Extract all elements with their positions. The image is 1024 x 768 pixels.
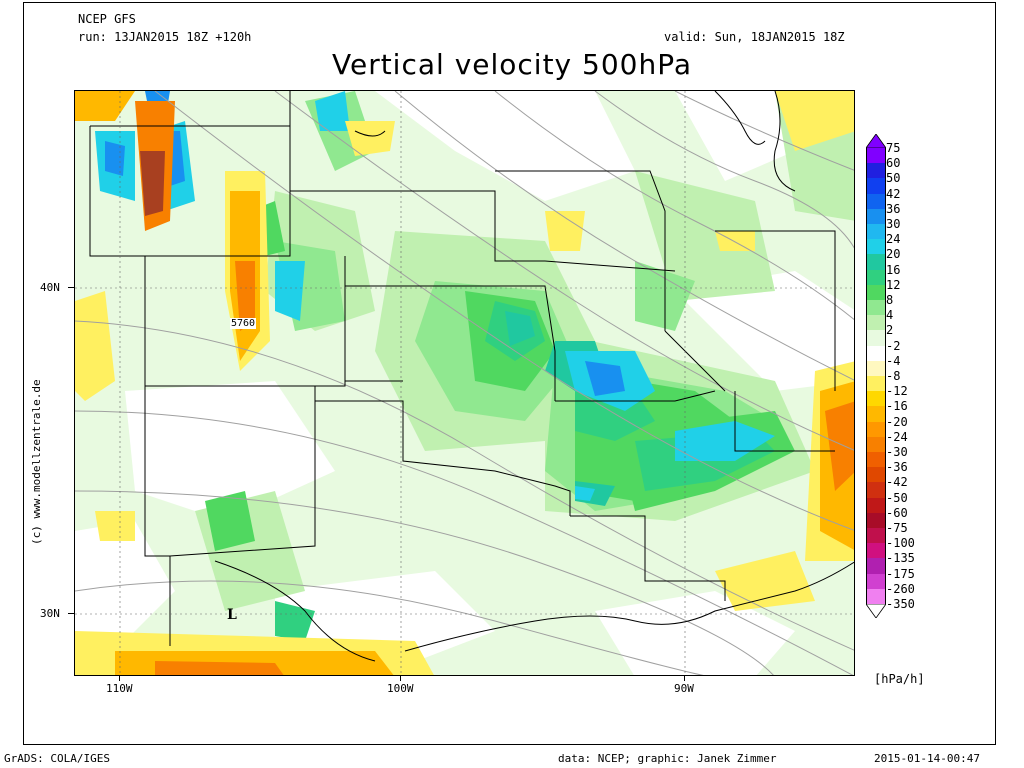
legend-unit: [hPa/h] <box>874 672 925 686</box>
legend-swatch <box>866 193 886 209</box>
legend-swatch <box>866 163 886 179</box>
legend-label: -2 <box>886 338 901 353</box>
legend-swatch <box>866 528 886 544</box>
legend-swatch <box>866 482 886 498</box>
lon-label-110w: 110W <box>106 682 133 695</box>
legend-label: 30 <box>886 217 901 231</box>
legend-label: -8 <box>886 369 901 383</box>
legend-swatch <box>866 208 886 224</box>
legend-label: 8 <box>886 293 894 307</box>
legend-swatch <box>866 467 886 483</box>
legend-label: -42 <box>886 475 908 490</box>
legend-label: -60 <box>886 505 908 520</box>
legend-swatch <box>866 239 886 255</box>
legend-label: -350 <box>886 597 915 611</box>
legend-label: 4 <box>886 308 894 323</box>
legend-label: 75 <box>886 141 901 155</box>
legend-swatch <box>866 360 886 376</box>
lon-tick <box>400 676 401 681</box>
legend-swatch <box>866 330 886 346</box>
legend-swatch <box>866 254 886 270</box>
footer-credit: data: NCEP; graphic: Janek Zimmer <box>558 752 777 765</box>
legend-label: 50 <box>886 171 901 186</box>
map-title: Vertical velocity 500hPa <box>331 48 692 81</box>
legend-label: 12 <box>886 277 901 292</box>
legend-label: -4 <box>886 353 901 368</box>
lat-label-40n: 40N <box>40 281 60 294</box>
legend-label: -175 <box>886 566 915 581</box>
lat-tick <box>68 613 74 614</box>
lon-tick <box>119 676 120 681</box>
legend-label: 42 <box>886 186 901 201</box>
legend-swatch <box>866 269 886 285</box>
legend-swatch <box>866 436 886 452</box>
legend-swatch <box>866 148 886 164</box>
legend-swatch <box>866 224 886 240</box>
legend-swatch <box>866 558 886 574</box>
legend-label: 20 <box>886 247 901 262</box>
legend-swatch <box>866 421 886 437</box>
legend-label: 2 <box>886 323 894 338</box>
lon-label-100w: 100W <box>387 682 414 695</box>
weather-map: 5760 L <box>74 90 855 676</box>
legend-label: -135 <box>886 551 915 566</box>
footer-timestamp: 2015-01-14-00:47 <box>874 752 980 765</box>
legend-top-arrow <box>866 134 886 148</box>
legend-swatch <box>866 315 886 331</box>
contour-label: 5760 <box>230 318 257 329</box>
legend-label: -75 <box>886 521 908 535</box>
low-pressure-marker: L <box>227 607 237 623</box>
plot-frame <box>23 2 996 745</box>
legend-label: -30 <box>886 445 908 459</box>
legend-swatch <box>866 376 886 392</box>
legend-label: -24 <box>886 429 908 444</box>
lat-tick <box>68 287 74 288</box>
valid-time: valid: Sun, 18JAN2015 18Z <box>664 30 845 44</box>
legend-swatch <box>866 178 886 194</box>
legend-label: 60 <box>886 156 901 171</box>
legend-swatch <box>866 391 886 407</box>
footer-software: GrADS: COLA/IGES <box>4 752 110 765</box>
legend-label: -20 <box>886 414 908 429</box>
legend-swatch <box>866 497 886 513</box>
legend-label: 16 <box>886 262 901 277</box>
legend-swatch <box>866 300 886 316</box>
legend-swatch <box>866 406 886 422</box>
legend-label: -260 <box>886 581 915 596</box>
model-name: NCEP GFS <box>78 12 136 26</box>
legend-label: -12 <box>886 384 908 399</box>
vertical-velocity-field <box>75 91 854 675</box>
legend-swatch <box>866 588 886 604</box>
legend-swatch <box>866 284 886 300</box>
legend-swatch <box>866 543 886 559</box>
legend-swatch <box>866 512 886 528</box>
side-credit: (c) www.modellzentrale.de <box>30 379 43 545</box>
lon-tick <box>684 676 685 681</box>
legend-label: -50 <box>886 490 908 505</box>
legend-swatch <box>866 452 886 468</box>
legend-swatch <box>866 573 886 589</box>
legend-label: -100 <box>886 536 915 551</box>
legend-label: 24 <box>886 232 901 247</box>
legend-label: 36 <box>886 201 901 216</box>
legend-label: -36 <box>886 460 908 475</box>
legend-label: -16 <box>886 399 908 414</box>
legend-bottom-arrow <box>866 604 886 618</box>
lon-label-90w: 90W <box>674 682 694 695</box>
run-info: run: 13JAN2015 18Z +120h <box>78 30 252 44</box>
lat-label-30n: 30N <box>40 607 60 620</box>
legend-swatch <box>866 345 886 361</box>
